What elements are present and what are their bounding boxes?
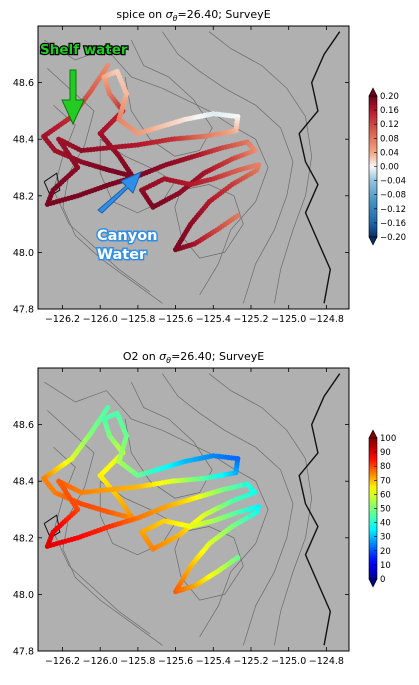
y-tick-label: 48.2 [13, 191, 34, 202]
x-tick-label: −126.2 [45, 314, 80, 325]
colorbar-tick-label: 60 [380, 490, 391, 500]
title-part: =26.40; SurveyE [171, 350, 264, 363]
y-tick-label: 48.6 [13, 420, 34, 431]
track-point [235, 555, 240, 560]
colorbar-tick-label: 10 [380, 561, 391, 571]
y-tick-label: 48.6 [13, 78, 34, 89]
colorbar-tick-label: 70 [380, 476, 391, 486]
x-tick-label: −125.6 [158, 314, 193, 325]
colorbar-tick-label: −0.20 [380, 233, 406, 243]
colorbar-tick-label: 0.12 [380, 120, 399, 130]
colorbar-extend-bottom [369, 579, 377, 587]
map-background [38, 26, 349, 309]
y-tick-label: 47.8 [13, 305, 34, 316]
y-tick-label: 48.2 [13, 533, 34, 544]
colorbar-tick-label: 40 [380, 519, 391, 529]
x-tick-label: −126.0 [83, 656, 118, 667]
panel-title: spice on σθ=26.40; SurveyE [116, 8, 270, 23]
x-tick-label: −126.2 [45, 656, 80, 667]
colorbar-tick-label: 0.16 [380, 106, 399, 116]
x-tick-label: −125.0 [271, 314, 306, 325]
colorbar: 0.20 0.16 0.12 0.08 0.04 0.00 −0.04 −0.08 −0.12 −… [369, 88, 406, 245]
canyon-water-label-line2: Water [97, 247, 147, 263]
x-tick-label: −125.8 [120, 656, 155, 667]
x-tick-label: −126.0 [83, 314, 118, 325]
x-tick-label: −125.8 [120, 314, 155, 325]
y-tick-label: 48.0 [13, 248, 34, 259]
colorbar-tick-label: 80 [380, 462, 391, 472]
y-tick-label: 48.4 [13, 135, 34, 146]
canyon-water-label-line1: Canyon [97, 228, 158, 244]
title-part: spice on [116, 8, 165, 21]
colorbar-tick-label: −0.08 [380, 191, 406, 201]
x-tick-label: −125.2 [233, 656, 268, 667]
colorbar-tick-label: −0.12 [380, 205, 406, 215]
x-tick-label: −125.2 [233, 314, 268, 325]
x-tick-label: −124.8 [309, 656, 344, 667]
colorbar-tick-label: 30 [380, 533, 391, 543]
colorbar-tick-label: −0.04 [380, 177, 406, 187]
colorbar-extend-top [369, 430, 377, 438]
x-tick-label: −124.8 [309, 314, 344, 325]
shelf-water-label: Shelf water [40, 42, 128, 58]
panel-title: O2 on σθ=26.40; SurveyE [123, 350, 264, 365]
x-tick-label: −125.4 [196, 314, 231, 325]
colorbar-tick-label: 20 [380, 547, 391, 557]
colorbar-tick-label: 0.20 [380, 92, 399, 102]
title-part: =26.40; SurveyE [178, 8, 271, 21]
x-tick-label: −125.6 [158, 656, 193, 667]
colorbar-tick-label: 0 [380, 575, 385, 585]
x-tick-label: −125.0 [271, 656, 306, 667]
map-background [38, 368, 349, 651]
colorbar-tick-label: 0.04 [380, 148, 399, 158]
colorbar-tick-label: 50 [380, 505, 391, 515]
colorbar-tick-label: −0.16 [380, 219, 406, 229]
track-point [235, 213, 240, 218]
y-tick-label: 47.8 [13, 647, 34, 658]
y-tick-label: 48.4 [13, 477, 34, 488]
panel-2: −126.2 −126.0 −125.8 −125.6 −125.4 −125.2 −125… [13, 350, 396, 667]
colorbar-extend-bottom [369, 237, 377, 245]
colorbar-tick-label: 90 [380, 448, 391, 458]
y-tick-label: 48.0 [13, 590, 34, 601]
colorbar-tick-label: 0.08 [380, 134, 399, 144]
title-part: O2 on [123, 350, 159, 363]
colorbar-tick-label: 0.00 [380, 163, 399, 173]
colorbar-extend-top [369, 88, 377, 96]
colorbar-tick-label: 100 [380, 434, 396, 444]
x-tick-label: −125.4 [196, 656, 231, 667]
